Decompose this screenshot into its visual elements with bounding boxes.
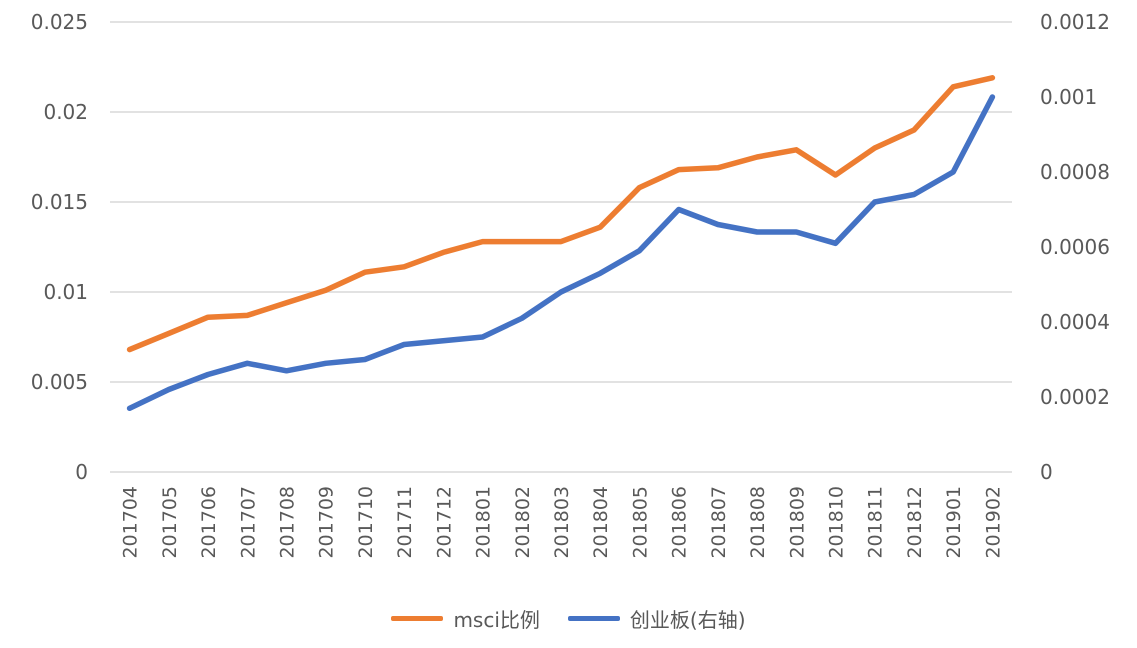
series-line-msci bbox=[126, 75, 996, 353]
legend: msci比例 创业板(右轴) bbox=[0, 604, 1137, 633]
x-tick-label: 201806 bbox=[669, 486, 691, 559]
x-tick-label: 201901 bbox=[943, 486, 965, 559]
x-tick-label: 201709 bbox=[316, 486, 338, 559]
legend-swatch-msci bbox=[391, 616, 444, 621]
x-tick-label: 201807 bbox=[708, 486, 730, 559]
y-right-tick-label: 0.001 bbox=[1040, 85, 1097, 109]
x-tick-label: 201805 bbox=[629, 486, 651, 559]
x-tick-label: 201708 bbox=[276, 486, 298, 559]
x-tick-label: 201710 bbox=[355, 486, 377, 559]
x-tick-label: 201808 bbox=[747, 486, 769, 559]
y-right-tick-label: 0.0006 bbox=[1040, 235, 1110, 259]
y-right-tick-label: 0.0004 bbox=[1040, 310, 1110, 334]
y-right-tick-label: 0.0008 bbox=[1040, 160, 1110, 184]
x-tick-label: 201712 bbox=[433, 486, 455, 559]
y-left-tick-label: 0 bbox=[75, 460, 88, 484]
x-tick-label: 201707 bbox=[237, 486, 259, 559]
legend-swatch-chinext bbox=[567, 616, 620, 621]
x-tick-label: 201811 bbox=[865, 486, 887, 559]
y-right-tick-label: 0 bbox=[1040, 460, 1053, 484]
x-tick-label: 201705 bbox=[159, 486, 181, 559]
x-tick-label: 201804 bbox=[590, 486, 612, 559]
y-left-tick-label: 0.015 bbox=[31, 190, 88, 214]
x-tick-label: 201803 bbox=[551, 486, 573, 559]
legend-label-chinext: 创业板(右轴) bbox=[629, 608, 746, 632]
legend-item-msci: msci比例 bbox=[391, 604, 540, 633]
x-tick-label: 201706 bbox=[198, 486, 220, 559]
y-right-tick-label: 0.0012 bbox=[1040, 10, 1110, 34]
x-tick-label: 201810 bbox=[826, 486, 848, 559]
y-right-tick-label: 0.0002 bbox=[1040, 385, 1110, 409]
x-tick-label: 201801 bbox=[473, 486, 495, 559]
y-left-tick-label: 0.02 bbox=[43, 100, 88, 124]
x-tick-label: 201711 bbox=[394, 486, 416, 559]
x-tick-label: 201812 bbox=[904, 486, 926, 559]
y-left-tick-label: 0.01 bbox=[43, 280, 88, 304]
line-chart: 0 0.005 0.01 0.015 0.02 0.025 0 0.0002 0.0004 0.0… bbox=[31, 10, 1110, 559]
x-tick-label: 201809 bbox=[786, 486, 808, 559]
x-tick-label: 201802 bbox=[512, 486, 534, 559]
legend-item-chinext: 创业板(右轴) bbox=[567, 604, 746, 633]
x-tick-label: 201704 bbox=[120, 486, 142, 559]
series-line-chinext bbox=[126, 94, 996, 412]
legend-label-msci: msci比例 bbox=[453, 608, 540, 632]
y-left-tick-label: 0.005 bbox=[31, 370, 88, 394]
x-tick-label: 201902 bbox=[982, 486, 1004, 559]
y-left-tick-label: 0.025 bbox=[31, 10, 88, 34]
